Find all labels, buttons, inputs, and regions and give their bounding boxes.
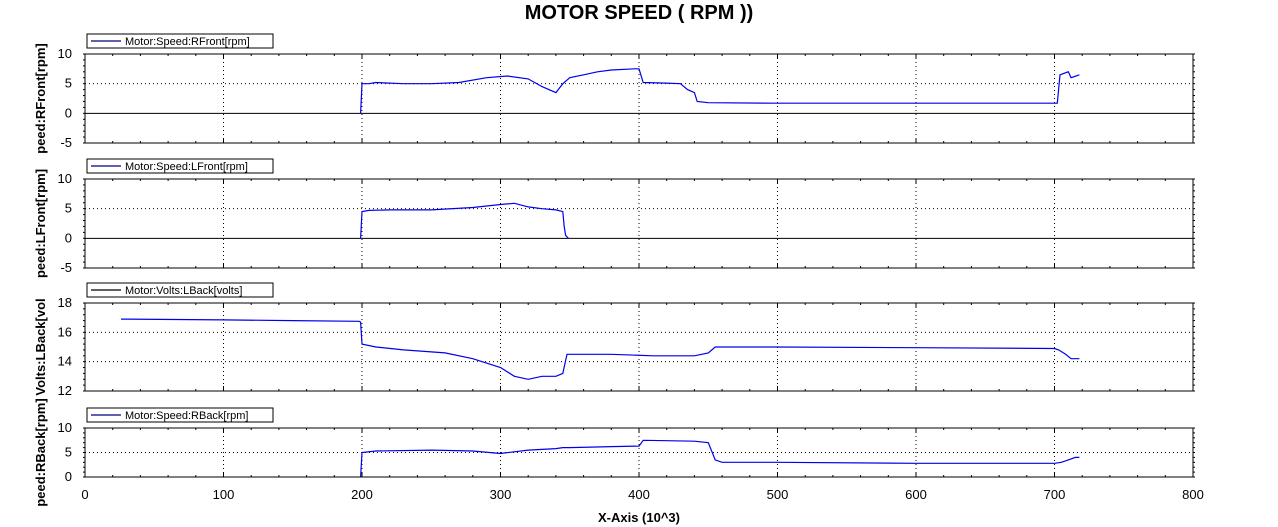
legend-label: Motor:Speed:RBack[rpm] [125, 410, 249, 422]
plot-frame [84, 427, 1194, 478]
y-tick-label: 10 [58, 46, 72, 61]
legend-label: Motor:Speed:RFront[rpm] [125, 36, 250, 48]
y-tick-label: 12 [58, 383, 72, 398]
y-axis-label: peed:RFront[rpm] [33, 43, 48, 154]
x-tick-label: 500 [767, 487, 789, 502]
chart-title: MOTOR SPEED ( RPM )) [524, 2, 754, 24]
y-tick-label: 14 [58, 354, 72, 369]
y-tick-label: 5 [65, 445, 72, 460]
x-tick-label: 400 [628, 487, 650, 502]
x-tick-label: 100 [213, 487, 235, 502]
x-tick-label: 0 [81, 487, 88, 502]
y-tick-label: 18 [58, 295, 72, 310]
plot-frame [84, 53, 1194, 144]
y-axis-label: peed:LFront[rpm] [33, 169, 48, 278]
legend-label: Motor:Volts:LBack[volts] [125, 285, 242, 297]
legend-box [86, 158, 274, 174]
series-line [120, 318, 1080, 380]
plot-frame [84, 302, 1194, 392]
x-axis-label: X-Axis (10^3) [598, 510, 680, 525]
y-tick-label: 0 [65, 105, 72, 120]
y-tick-label: 0 [65, 230, 72, 245]
series-line [360, 68, 1080, 114]
x-tick-label: 700 [1044, 487, 1066, 502]
y-tick-label: 10 [58, 420, 72, 435]
legend-box [86, 33, 274, 49]
series-line [360, 439, 1080, 478]
y-axis-label: Volts:LBack[vol [33, 298, 48, 395]
y-tick-label: 10 [58, 171, 72, 186]
x-tick-label: 200 [351, 487, 373, 502]
y-tick-label: 5 [65, 76, 72, 91]
y-tick-label: -5 [60, 260, 72, 275]
legend-box [86, 407, 274, 423]
legend-box [86, 282, 274, 298]
x-tick-label: 800 [1182, 487, 1204, 502]
y-tick-label: 5 [65, 201, 72, 216]
plot-frame [84, 178, 1194, 269]
y-tick-label: 0 [65, 469, 72, 484]
y-tick-label: 16 [58, 324, 72, 339]
legend-label: Motor:Speed:LFront[rpm] [125, 161, 248, 173]
y-tick-label: -5 [60, 135, 72, 150]
y-axis-label: peed:RBack[rpm] [33, 398, 48, 506]
x-tick-label: 600 [905, 487, 927, 502]
series-line [360, 202, 569, 239]
x-tick-label: 300 [490, 487, 512, 502]
